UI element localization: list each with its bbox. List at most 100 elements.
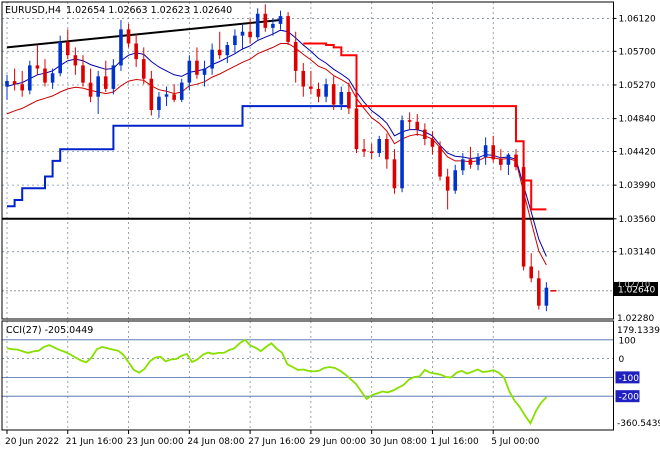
x-tick-label: 29 Jun 00:00 [309, 437, 366, 447]
cci-max-label: 179.1339 [617, 326, 660, 336]
candle-body [195, 60, 199, 75]
candle-body [491, 145, 496, 160]
x-tick-label: 30 Jun 08:00 [370, 437, 427, 447]
candle-body [96, 76, 100, 97]
candle-body [103, 76, 108, 89]
x-tick-label: 27 Jun 16:00 [248, 437, 305, 447]
cci-title: CCI(27) -205.0449 [6, 325, 93, 336]
candle-body [514, 154, 518, 168]
candle-body [35, 65, 40, 69]
y-bottom-label: 1.02280 [617, 314, 654, 324]
candle-body [430, 138, 435, 147]
candle-body [134, 43, 138, 60]
candle-body [316, 88, 321, 97]
candle-body [506, 154, 511, 165]
y-tick-label: 1.03140 [619, 248, 656, 258]
candle-body [362, 149, 366, 152]
y-tick-label: 1.04840 [619, 115, 656, 125]
candle-body [65, 41, 70, 56]
candle-body [255, 13, 260, 38]
candle-body [119, 29, 123, 66]
candle-body [392, 159, 397, 189]
candle-body [73, 55, 78, 66]
y-tick-label: 1.05270 [619, 81, 656, 91]
candle-body [126, 29, 131, 44]
candle-body [407, 120, 412, 122]
candle-body [164, 94, 169, 97]
x-tick-label: 1 Jul 16:00 [430, 437, 479, 447]
x-tick-label: 21 Jun 16:00 [66, 437, 123, 447]
y-tick-label: 1.06120 [619, 14, 656, 24]
candle-body [529, 266, 534, 279]
candle-body [377, 138, 382, 154]
candle-body [331, 84, 336, 105]
candle-body [483, 145, 488, 157]
overlay-ema [6, 29, 547, 257]
candle-body [248, 31, 252, 38]
candle-body [423, 129, 427, 139]
trendline [6, 19, 281, 49]
candle-body [157, 96, 161, 111]
cci-min-label: -360.5439 [617, 419, 660, 429]
current-price-label: 1.02640 [618, 286, 655, 296]
x-tick-label: 23 Jun 00:00 [127, 437, 184, 447]
candle-body [43, 68, 47, 83]
candle-body [20, 84, 24, 91]
candle-body [468, 159, 473, 165]
y-tick-label: 1.05700 [619, 47, 656, 57]
x-tick-label: 20 Jun 2022 [5, 437, 59, 447]
candle-body [12, 81, 17, 85]
current-price-tag: 1.02640 [614, 282, 658, 296]
candle-body [499, 159, 503, 165]
candle-body [544, 287, 549, 306]
candle-body [202, 68, 207, 75]
candle-body [537, 278, 541, 306]
candle-body [217, 49, 222, 56]
candle-body [369, 151, 374, 154]
candle-body [27, 65, 32, 91]
candle-body [339, 92, 344, 105]
candle-body [111, 65, 116, 89]
cci-level-tag [615, 371, 640, 384]
candle-body [240, 31, 245, 36]
x-tick-label: 5 Jul 00:00 [491, 437, 540, 447]
candle-body [263, 13, 268, 28]
candle-body [179, 82, 184, 100]
candle-body [141, 59, 146, 79]
cci-level-tag [615, 390, 640, 403]
symbol-label: EURUSD,H4 [5, 5, 61, 16]
candle-body [58, 41, 62, 74]
candle-body [309, 86, 313, 89]
candle-body [445, 176, 450, 191]
candle-body [225, 45, 230, 56]
candle-body [149, 78, 154, 111]
candle-body [278, 16, 283, 24]
candle-body [5, 81, 9, 87]
candle-body [347, 92, 351, 109]
candle-body [172, 94, 176, 100]
candle-body [210, 49, 214, 69]
candle-body [400, 120, 404, 189]
cci-line [6, 338, 548, 426]
partially-hidden-price-label: 1.02710 [617, 280, 650, 289]
y-tick-label: 1.03560 [619, 215, 656, 225]
cci-level-label: 100 [619, 336, 636, 346]
candle-body [301, 70, 306, 87]
candle-body [50, 73, 55, 83]
candle-body [81, 65, 85, 83]
overlay-trend-step-blue [7, 105, 349, 208]
candle-body [233, 35, 237, 46]
cci-level-label: -200 [619, 393, 640, 403]
ohlc-readout: 1.02654 1.02663 1.02623 1.02640 [66, 5, 232, 16]
candle-body [88, 82, 93, 97]
candle-body [293, 41, 298, 71]
candle-body [453, 170, 458, 191]
overlay-trend-step-red [303, 42, 547, 211]
candle-body [286, 16, 290, 42]
cci-level-label: -100 [619, 374, 640, 384]
candle-body [187, 60, 192, 83]
candle-body [461, 159, 465, 171]
candle-body [271, 23, 275, 28]
candle-body [385, 138, 389, 160]
